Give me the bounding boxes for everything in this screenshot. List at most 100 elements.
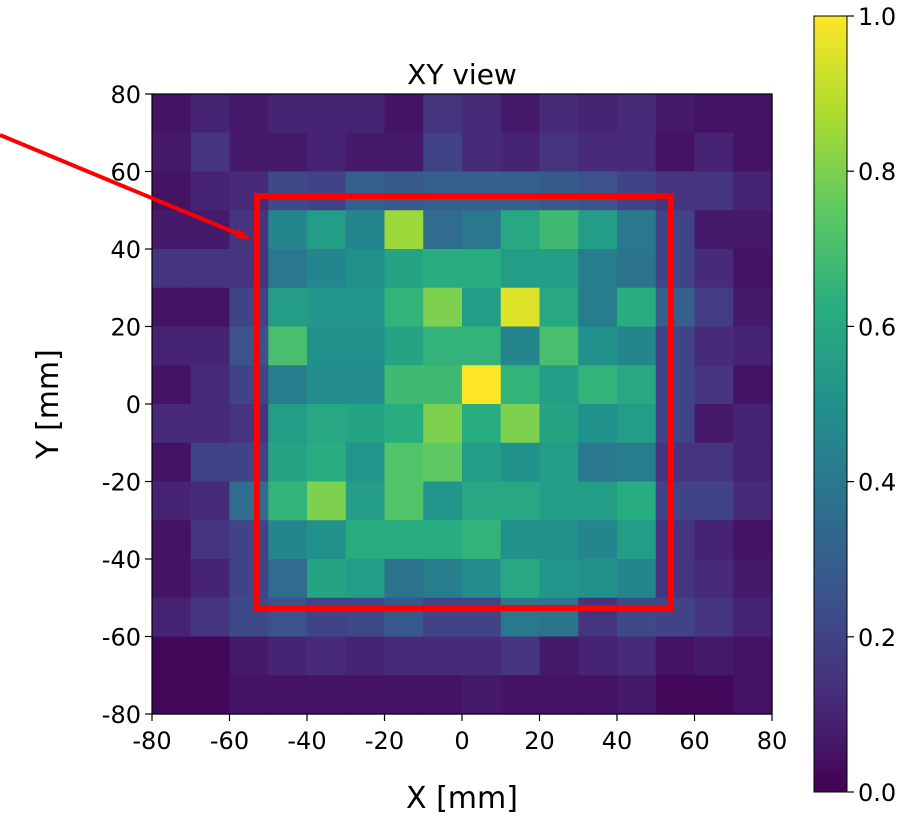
heatmap-cell xyxy=(423,636,463,676)
heatmap-cell xyxy=(578,132,618,173)
heatmap-cell xyxy=(694,287,734,328)
y-tick-label: -20 xyxy=(102,469,141,497)
heatmap-cell xyxy=(462,210,502,250)
heatmap-cell xyxy=(617,171,657,211)
heatmap-cell xyxy=(733,442,773,483)
heatmap-cell xyxy=(307,559,347,599)
x-tick-label: 40 xyxy=(602,727,633,755)
heatmap-cell xyxy=(617,597,657,638)
heatmap-cell xyxy=(617,365,657,405)
heatmap-cell xyxy=(190,249,231,289)
heatmap-cell xyxy=(229,636,269,676)
x-tick-label: 80 xyxy=(757,727,788,755)
x-tick-label: -40 xyxy=(287,727,326,755)
heatmap-cell xyxy=(384,210,424,250)
heatmap-cell xyxy=(655,481,696,521)
heatmap-cell xyxy=(733,636,773,676)
heatmap-cell xyxy=(229,249,269,289)
heatmap-cell xyxy=(617,481,657,521)
heatmap-cell xyxy=(190,287,231,328)
heatmap-cell xyxy=(307,210,347,250)
heatmap-cell xyxy=(617,249,657,289)
heatmap-cell xyxy=(190,365,231,405)
heatmap-cell xyxy=(268,365,308,405)
heatmap-cell xyxy=(578,404,618,444)
heatmap-cell xyxy=(268,326,308,366)
heatmap-cell xyxy=(384,442,424,483)
heatmap-cell xyxy=(655,404,696,444)
heatmap-cell xyxy=(617,404,657,444)
heatmap-cell xyxy=(462,94,502,134)
heatmap-cell xyxy=(384,249,424,289)
heatmap-cell xyxy=(268,559,308,599)
heatmap-cell xyxy=(345,132,386,173)
heatmap-cell xyxy=(539,404,579,444)
x-tick-label: -20 xyxy=(365,727,404,755)
heatmap-cell xyxy=(500,559,541,599)
heatmap-cell xyxy=(694,520,734,560)
colorbar-tick-label: 0.2 xyxy=(858,624,896,652)
x-tick-label: -80 xyxy=(132,727,171,755)
heatmap-cell xyxy=(384,94,424,134)
heatmap-cell xyxy=(268,404,308,444)
heatmap-cell xyxy=(229,365,269,405)
heatmap-cell xyxy=(345,365,386,405)
heatmap-cell xyxy=(268,132,308,173)
heatmap-cell xyxy=(578,249,618,289)
heatmap-cell xyxy=(617,442,657,483)
heatmap-cell xyxy=(617,287,657,328)
colorbar-tick-label: 0.4 xyxy=(858,469,896,497)
heatmap-cell xyxy=(539,520,579,560)
heatmap-cell xyxy=(345,404,386,444)
heatmap-cell xyxy=(733,559,773,599)
heatmap-cell xyxy=(694,404,734,444)
heatmap-cell xyxy=(229,520,269,560)
heatmap-cell xyxy=(190,520,231,560)
y-tick-label: -80 xyxy=(102,701,141,729)
heatmap-cell xyxy=(423,404,463,444)
x-tick-label: 0 xyxy=(454,727,469,755)
heatmap-cell xyxy=(152,481,192,521)
heatmap-cell xyxy=(384,636,424,676)
heatmap-cell xyxy=(617,132,657,173)
heatmap-cell xyxy=(423,442,463,483)
heatmap-cell xyxy=(500,520,541,560)
heatmap-cell xyxy=(229,675,269,715)
heatmap-cell xyxy=(539,559,579,599)
heatmap-cell xyxy=(578,365,618,405)
heatmap-cell xyxy=(578,559,618,599)
heatmap-cell xyxy=(462,520,502,560)
heatmap-cell xyxy=(539,171,579,211)
heatmap-cell xyxy=(462,675,502,715)
heatmap-cell xyxy=(423,675,463,715)
heatmap-cell xyxy=(423,597,463,638)
heatmap-cell xyxy=(578,520,618,560)
heatmap-cell xyxy=(345,287,386,328)
heatmap-cell xyxy=(578,636,618,676)
heatmap-cell xyxy=(578,171,618,211)
x-tick-label: 20 xyxy=(524,727,555,755)
heatmap-cell xyxy=(539,365,579,405)
heatmap-cell xyxy=(384,404,424,444)
heatmap-cell xyxy=(190,675,231,715)
heatmap-cell xyxy=(462,597,502,638)
heatmap-cell xyxy=(733,171,773,211)
heatmap-cell xyxy=(617,520,657,560)
heatmap-cell xyxy=(694,597,734,638)
heatmap-cell xyxy=(462,559,502,599)
heatmap-cell xyxy=(500,132,541,173)
heatmap-cell xyxy=(152,636,192,676)
heatmap-cell xyxy=(655,520,696,560)
colorbar-tick-label: 0.8 xyxy=(858,158,896,186)
heatmap-cell xyxy=(152,365,192,405)
heatmap-cell xyxy=(462,249,502,289)
heatmap-cell xyxy=(733,675,773,715)
heatmap-cell xyxy=(694,559,734,599)
heatmap-cell xyxy=(617,210,657,250)
heatmap-cell xyxy=(655,210,696,250)
heatmap-cell xyxy=(694,442,734,483)
heatmap-cell xyxy=(500,442,541,483)
heatmap-cell xyxy=(423,132,463,173)
heatmap-cell xyxy=(307,249,347,289)
heatmap-cell xyxy=(229,404,269,444)
